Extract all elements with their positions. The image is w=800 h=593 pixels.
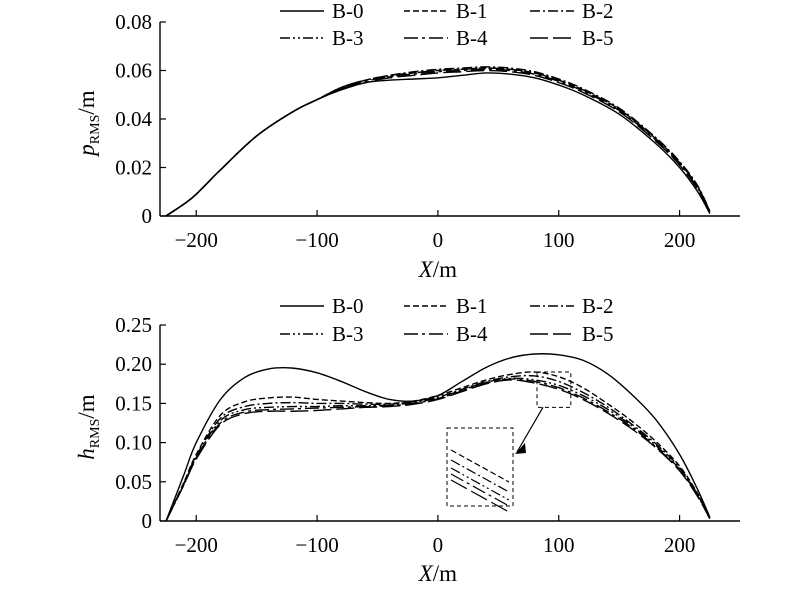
- series-line-b-2: [165, 66, 711, 217]
- y-tick-label: 0.04: [115, 107, 152, 131]
- y-tick-label: 0.05: [115, 470, 152, 494]
- y-tick-label: 0: [142, 204, 153, 228]
- y-tick-label: 0.25: [115, 313, 152, 337]
- zoom-series-b-1: [450, 449, 510, 483]
- y-axis-label: pRMS/m: [74, 90, 103, 157]
- zoom-arrow-head: [515, 443, 526, 454]
- legend: B-0 B-1 B-2 B-3 B-4 B-5: [280, 294, 614, 346]
- x-tick-label: 0: [433, 533, 444, 557]
- legend-label: B-3: [332, 26, 364, 50]
- y-tick-label: 0: [142, 509, 153, 533]
- x-tick-label: −100: [295, 228, 338, 252]
- x-axis-label: X/m: [418, 561, 457, 586]
- zoom-series-b-4: [450, 473, 510, 507]
- y-tick-label: 0.02: [115, 156, 152, 180]
- legend-label: B-0: [332, 0, 364, 23]
- x-tick-label: 100: [543, 533, 575, 557]
- x-tick-label: 200: [664, 228, 696, 252]
- legend-label: B-3: [332, 322, 364, 346]
- zoom-series-b-3: [450, 467, 510, 501]
- legend-label: B-4: [456, 26, 488, 50]
- x-tick-label: 0: [433, 228, 444, 252]
- zoom-inset-frame: [446, 427, 514, 507]
- y-tick-label: 0.10: [115, 431, 152, 455]
- chart-1: −200 −100 0 100 200 0 0.02 0.04 0.06 0.08 X/m pRMS/…: [74, 0, 740, 282]
- legend: B-0 B-1 B-2 B-3 B-4 B-5: [280, 0, 614, 50]
- legend-label: B-4: [456, 322, 488, 346]
- x-tick-label: 200: [664, 533, 696, 557]
- y-tick-label: 0.20: [115, 352, 152, 376]
- legend-label: B-5: [582, 26, 614, 50]
- legend-label: B-2: [582, 294, 614, 318]
- series-line-b-3: [165, 67, 711, 217]
- y-tick-label: 0.08: [115, 10, 152, 34]
- series-line-b-0: [165, 353, 711, 522]
- zoom-inset: [446, 371, 572, 513]
- series-line-b-4: [165, 68, 711, 217]
- chart-2: −200 −100 0 100 200 0 0.05 0.10 0.15 0.20 0.25 X/m h…: [74, 294, 740, 586]
- x-tick-label: −200: [175, 228, 218, 252]
- legend-label: B-5: [582, 322, 614, 346]
- series-line-b-2: [165, 374, 711, 522]
- series-line-b-3: [165, 377, 711, 522]
- series-line-b-1: [165, 67, 711, 217]
- legend-label: B-1: [456, 294, 488, 318]
- zoom-series-b-5: [450, 479, 510, 513]
- x-axis-label: X/m: [418, 257, 457, 282]
- zoom-source-box: [536, 371, 572, 408]
- x-tick-label: −100: [295, 533, 338, 557]
- y-tick-label: 0.06: [115, 59, 152, 83]
- zoom-series-b-2: [450, 459, 510, 493]
- series-line-b-5: [165, 69, 711, 217]
- y-axis-label: hRMS/m: [74, 394, 103, 459]
- legend-label: B-2: [582, 0, 614, 23]
- y-tick-label: 0.15: [115, 391, 152, 415]
- series-line-b-1: [165, 371, 711, 522]
- legend-label: B-1: [456, 0, 488, 23]
- series-line-b-4: [165, 378, 711, 522]
- series-line-b-5: [165, 379, 711, 522]
- legend-label: B-0: [332, 294, 364, 318]
- zoom-arrow: [516, 407, 544, 453]
- x-tick-label: −200: [175, 533, 218, 557]
- x-tick-label: 100: [543, 228, 575, 252]
